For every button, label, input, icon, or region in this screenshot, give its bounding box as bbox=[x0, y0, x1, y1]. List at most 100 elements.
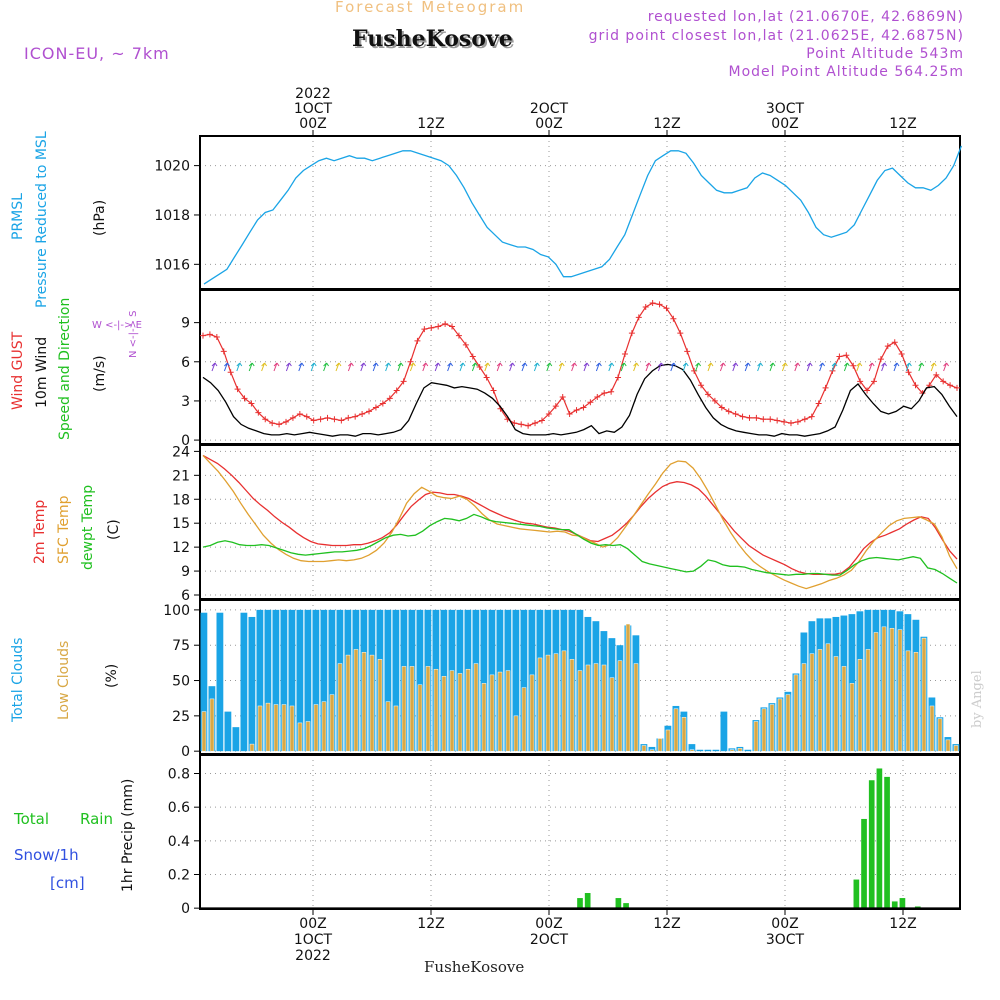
time-label-top: 12Z bbox=[889, 116, 916, 132]
gust-marker bbox=[345, 414, 352, 421]
low-cloud-bar bbox=[761, 708, 767, 752]
low-cloud-bar bbox=[401, 666, 407, 752]
gust-marker bbox=[601, 390, 608, 397]
time-label-bottom: 2022 bbox=[295, 948, 331, 964]
total-cloud-bar bbox=[720, 711, 728, 752]
gust-marker bbox=[366, 408, 373, 415]
time-label-bottom: 3OCT bbox=[766, 932, 805, 948]
total-cloud-bar bbox=[304, 609, 312, 752]
gust-marker bbox=[912, 382, 919, 389]
gust-marker bbox=[400, 378, 407, 385]
low-cloud-bar bbox=[561, 650, 567, 752]
total-cloud-bar bbox=[328, 609, 336, 752]
wind10-line bbox=[202, 363, 958, 437]
gust-marker bbox=[594, 394, 601, 401]
gust-marker bbox=[476, 364, 483, 370]
y-tick-label: 21 bbox=[172, 468, 190, 484]
panel-frame bbox=[199, 444, 961, 600]
y-tick-label: 0 bbox=[181, 901, 190, 917]
total-cloud-bar bbox=[280, 609, 288, 752]
wind-arrow bbox=[868, 362, 875, 372]
low-cloud-bar bbox=[281, 704, 287, 752]
total-cloud-bar bbox=[296, 609, 304, 752]
wind-arrow bbox=[335, 362, 342, 372]
wind-arrow bbox=[372, 362, 379, 372]
total-cloud-bar bbox=[648, 746, 656, 752]
wind-arrow bbox=[385, 362, 392, 372]
low-cloud-bar bbox=[737, 748, 743, 752]
low-cloud-bar bbox=[817, 649, 823, 752]
panel-frame bbox=[199, 135, 961, 290]
gust-marker bbox=[442, 320, 449, 327]
gust-marker bbox=[234, 386, 241, 393]
gust-marker bbox=[642, 303, 649, 310]
footer-location: FusheKosove bbox=[424, 958, 525, 976]
gust-marker bbox=[372, 404, 379, 411]
wind-arrow bbox=[285, 362, 292, 372]
gust-marker bbox=[421, 326, 428, 333]
low-cloud-bar bbox=[409, 666, 415, 752]
gust-marker bbox=[269, 420, 276, 427]
wind-arrow bbox=[781, 362, 788, 372]
y-tick-label: 0.2 bbox=[168, 867, 190, 883]
total-cloud-bar bbox=[312, 609, 320, 752]
y-tick-label: 0 bbox=[181, 744, 190, 760]
wind-arrow bbox=[943, 362, 950, 372]
wind-arrow bbox=[695, 362, 702, 372]
low-cloud-bar bbox=[265, 702, 271, 752]
gust-marker bbox=[317, 416, 324, 423]
y-tick-label: 0 bbox=[181, 433, 190, 449]
low-cloud-bar bbox=[273, 704, 279, 752]
gust-marker bbox=[677, 330, 684, 337]
gust-marker bbox=[767, 416, 774, 423]
gust-marker bbox=[227, 369, 234, 376]
gust-marker bbox=[289, 414, 296, 421]
gust-marker bbox=[808, 413, 815, 420]
gust-marker bbox=[704, 391, 711, 398]
time-label-top: 12Z bbox=[653, 116, 680, 132]
total-cloud-bar bbox=[392, 609, 400, 752]
wind-arrow bbox=[595, 362, 602, 372]
gust-marker bbox=[200, 332, 206, 339]
total-cloud-bar bbox=[216, 612, 224, 752]
wind-arrow bbox=[744, 362, 751, 372]
wind-arrow bbox=[930, 362, 937, 372]
wind-arrow bbox=[856, 362, 863, 372]
rain-bar bbox=[577, 898, 583, 909]
gust-marker bbox=[954, 384, 960, 391]
gust-marker bbox=[615, 374, 622, 381]
gust-marker bbox=[822, 384, 829, 391]
wind-arrow bbox=[273, 362, 280, 372]
wind-arrow bbox=[881, 362, 888, 372]
low-cloud-bar bbox=[665, 729, 671, 752]
gust-marker bbox=[483, 374, 490, 381]
gust-marker bbox=[276, 421, 283, 428]
rain-bar bbox=[876, 768, 883, 909]
wind-arrow bbox=[571, 362, 578, 372]
low-cloud-bar bbox=[369, 654, 375, 752]
wind-arrow bbox=[521, 362, 528, 372]
low-cloud-bar bbox=[585, 664, 591, 752]
gust-marker bbox=[635, 314, 642, 321]
wind-arrow bbox=[831, 362, 838, 372]
low-cloud-bar bbox=[849, 683, 855, 752]
wind-arrow bbox=[893, 362, 900, 372]
gust-marker bbox=[725, 408, 732, 415]
low-cloud-bar bbox=[793, 674, 799, 752]
wind-arrow bbox=[347, 362, 354, 372]
low-cloud-bar bbox=[209, 698, 215, 752]
wind-arrow bbox=[719, 362, 726, 372]
gust-marker bbox=[794, 418, 801, 425]
gust-marker bbox=[947, 382, 954, 389]
low-cloud-bar bbox=[617, 660, 623, 752]
wind-arrow bbox=[422, 362, 429, 372]
gust-marker bbox=[649, 300, 656, 307]
low-cloud-bar bbox=[609, 677, 615, 752]
y-tick-label: 100 bbox=[163, 603, 190, 619]
time-label-bottom: 00Z bbox=[535, 916, 562, 932]
wind-arrow bbox=[471, 362, 478, 372]
gust-marker bbox=[462, 341, 469, 348]
low-cloud-bar bbox=[593, 663, 599, 752]
low-cloud-bar bbox=[473, 663, 479, 752]
